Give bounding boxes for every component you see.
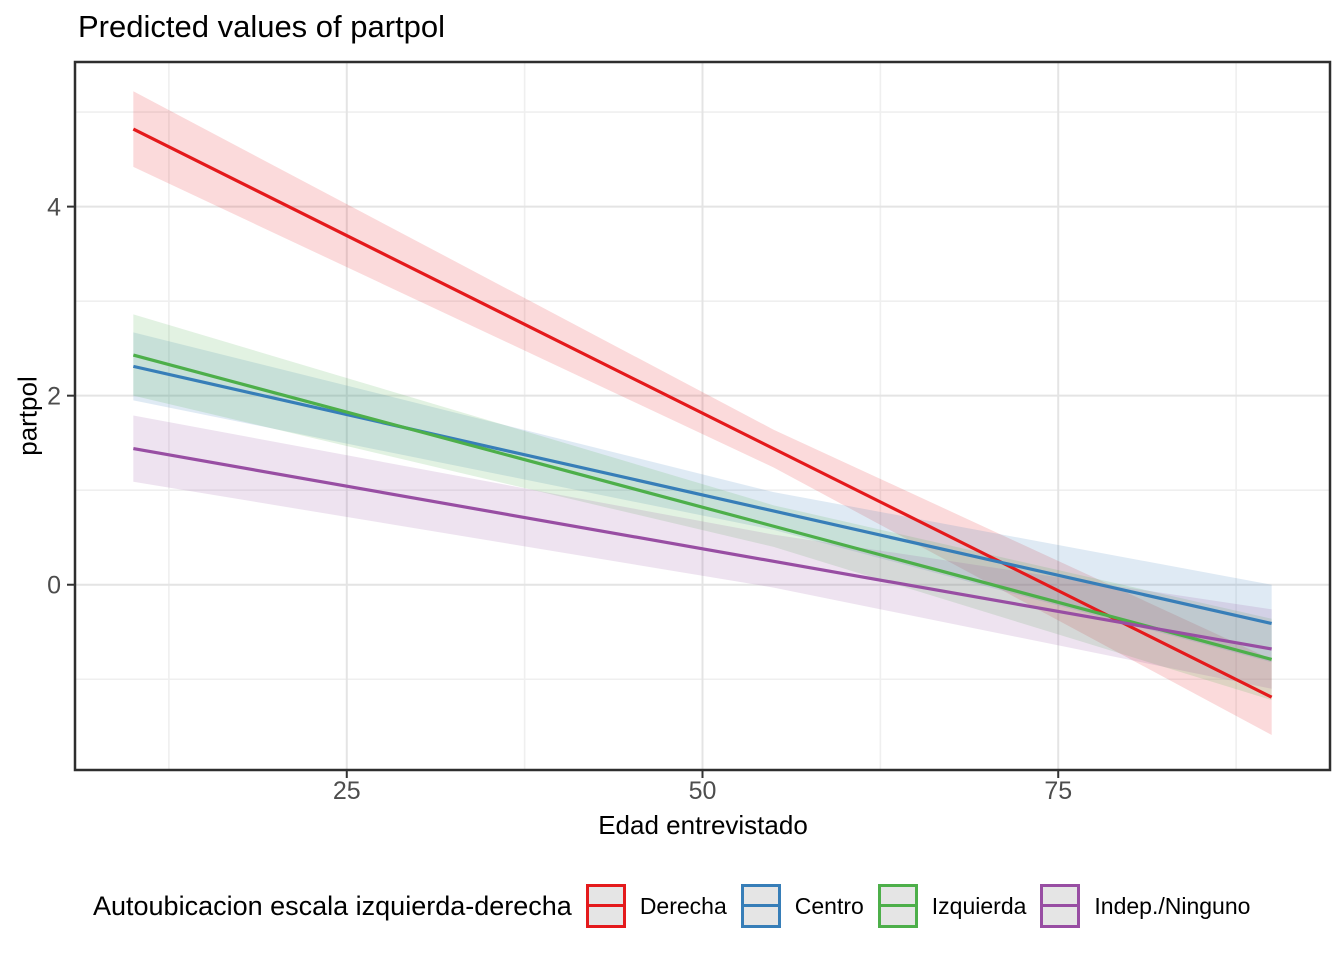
legend-key-line-icon (588, 904, 623, 907)
y-axis: 0 2 4 (47, 194, 75, 600)
legend-entry-indep-ninguno: Indep./Ninguno (1040, 884, 1250, 928)
y-tick-label: 2 (47, 383, 61, 411)
lines (132, 127, 1273, 699)
legend-title: Autoubicacion escala izquierda-derecha (93, 890, 572, 921)
line-izquierda (132, 353, 1273, 661)
ribbon-indep-ninguno (133, 415, 1272, 689)
x-axis-title: Edad entrevistado (598, 810, 808, 840)
legend-key-icon (740, 884, 781, 928)
legend-entry-derecha: Derecha (585, 884, 727, 928)
legend-entry-label: Derecha (639, 892, 727, 919)
y-axis-title: partpol (12, 376, 43, 456)
x-tick-label: 25 (333, 777, 361, 805)
legend-key-line-icon (1043, 904, 1078, 907)
legend: Autoubicacion escala izquierda-derecha D… (93, 884, 1250, 928)
line-indep-ninguno (133, 447, 1272, 651)
x-axis: 25 50 75 (333, 770, 1072, 805)
legend-entry-label: Izquierda (931, 892, 1027, 919)
legend-key-icon (877, 884, 918, 928)
page-title: Predicted values of partpol (78, 9, 446, 44)
legend-entry-label: Centro (794, 892, 864, 919)
line-derecha (132, 127, 1273, 699)
legend-entry-centro: Centro (740, 884, 864, 928)
legend-key-line-icon (880, 904, 915, 907)
y-tick-label: 0 (47, 572, 61, 600)
x-tick-label: 50 (689, 777, 717, 805)
x-tick-label: 75 (1044, 777, 1072, 805)
legend-key-icon (1040, 884, 1081, 928)
legend-key-line-icon (743, 904, 778, 907)
y-tick-label: 4 (47, 194, 61, 222)
line-centro (132, 364, 1273, 626)
legend-entry-label: Indep./Ninguno (1094, 892, 1251, 919)
legend-entry-izquierda: Izquierda (877, 884, 1027, 928)
ribbon-centro (133, 332, 1272, 663)
legend-key-icon (585, 884, 626, 928)
